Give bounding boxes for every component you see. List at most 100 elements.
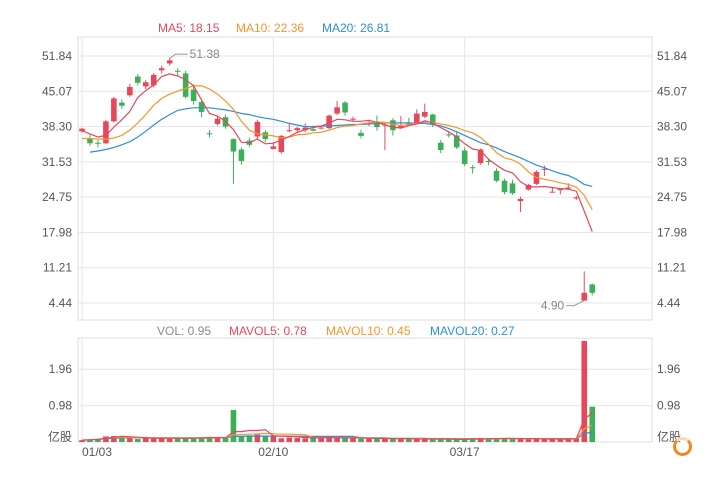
candle-up <box>318 127 324 129</box>
volume-bar <box>246 435 253 442</box>
candle-up <box>326 115 332 129</box>
candle-up <box>565 187 572 189</box>
candle-up <box>294 128 301 131</box>
volume-bar <box>477 438 484 442</box>
volume-bar <box>557 439 564 442</box>
price-tick-right: 31.53 <box>657 155 687 169</box>
volume-bar <box>198 437 205 442</box>
price-tick-left: 45.07 <box>42 84 72 98</box>
volume-bar <box>310 437 316 442</box>
volume-bar <box>390 439 396 442</box>
candle-down <box>262 132 269 140</box>
volume-bar <box>549 439 556 442</box>
candle-up <box>79 128 85 132</box>
volume-bar <box>87 439 93 442</box>
price-tick-left: 17.98 <box>42 225 72 239</box>
candle-down <box>230 139 237 152</box>
candle-up <box>334 107 340 114</box>
volume-bar <box>182 438 189 442</box>
volume-bar <box>270 436 277 442</box>
price-tick-right: 11.21 <box>657 261 686 275</box>
candle-up <box>166 60 173 64</box>
volume-bar <box>119 437 125 442</box>
volume-bar <box>573 438 580 442</box>
candle-up <box>127 86 133 96</box>
volume-bar <box>517 438 524 442</box>
ma20-legend: MA20: 26.81 <box>322 21 391 35</box>
vol-legend: VOL: 0.95 <box>157 324 212 338</box>
volume-bar <box>278 438 285 442</box>
volume-tick-left: 亿股 <box>48 429 72 444</box>
candle-up <box>158 68 165 71</box>
volume-bar <box>509 438 516 442</box>
mavol20-legend: MAVOL20: 0.27 <box>430 324 515 338</box>
volume-bar <box>437 439 444 442</box>
volume-bar <box>150 438 157 442</box>
volume-bar <box>445 439 452 442</box>
volume-bar <box>214 437 221 442</box>
candle-down <box>493 170 500 181</box>
candle-up <box>422 111 428 117</box>
price-tick-left: 11.21 <box>43 261 72 275</box>
price-tick-left: 51.84 <box>42 49 72 63</box>
volume-bar <box>350 437 356 442</box>
price-tick-left: 38.30 <box>42 120 72 134</box>
candle-up <box>111 98 117 122</box>
candle-up <box>414 113 420 124</box>
candle-down <box>119 102 125 106</box>
volume-bar <box>366 438 372 442</box>
candle-down <box>182 73 189 97</box>
candle-down <box>374 123 380 128</box>
volume-bar <box>302 438 308 442</box>
volume-bar <box>374 438 380 442</box>
candle-down <box>589 284 595 293</box>
price-panel <box>77 36 653 321</box>
candle-up <box>517 198 524 202</box>
volume-bar <box>79 440 85 442</box>
mavol10-legend: MAVOL10: 0.45 <box>326 324 411 338</box>
ma10-legend: MA10: 22.36 <box>236 21 305 35</box>
volume-bar <box>190 439 197 442</box>
candle-down <box>469 167 476 169</box>
price-tick-right: 4.44 <box>657 296 681 310</box>
candle-down <box>453 135 460 148</box>
candle-up <box>286 130 293 132</box>
volume-bar <box>525 439 532 442</box>
candle-up <box>270 146 277 149</box>
volume-bar <box>262 435 269 442</box>
candle-down <box>174 70 181 72</box>
candle-up <box>214 118 221 124</box>
volume-bar <box>485 439 492 442</box>
volume-bar <box>493 438 500 442</box>
volume-bar <box>142 438 149 442</box>
x-axis-label: 01/03 <box>82 445 112 459</box>
volume-bar <box>342 438 348 442</box>
candle-up <box>103 121 109 144</box>
ma5-legend: MA5: 18.15 <box>158 21 220 35</box>
candle-up <box>398 126 404 128</box>
volume-bar <box>111 436 117 442</box>
candle-up <box>573 197 580 199</box>
candle-down <box>87 138 93 144</box>
volume-bar <box>422 439 428 442</box>
volume-bar <box>135 439 141 442</box>
price-tick-right: 51.84 <box>657 49 687 63</box>
candle-up <box>549 191 556 193</box>
price-tick-left: 4.44 <box>49 296 73 310</box>
max-label: 51.38 <box>190 47 220 61</box>
volume-bar <box>174 437 181 442</box>
mavol5-legend: MAVOL5: 0.78 <box>229 324 307 338</box>
candle-down <box>358 132 364 136</box>
volume-bar <box>230 410 237 442</box>
mavol5-line <box>81 412 593 441</box>
volume-bar <box>541 438 548 442</box>
candle-up <box>541 168 548 170</box>
candle-down <box>445 134 452 136</box>
candle-down <box>206 133 213 135</box>
candle-down <box>390 120 396 131</box>
candle-up <box>142 82 149 87</box>
volume-panel <box>77 337 653 443</box>
volume-bar <box>318 437 324 442</box>
candle-up <box>525 184 532 190</box>
volume-bar <box>469 438 476 442</box>
